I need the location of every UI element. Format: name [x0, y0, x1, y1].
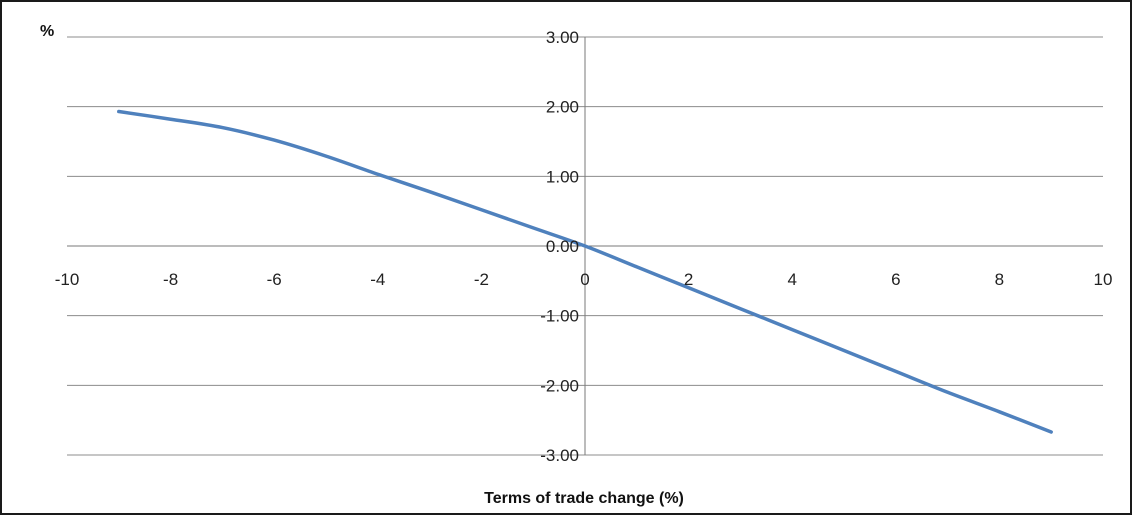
- y-tick-label: -3.00: [540, 446, 579, 465]
- x-tick-label: -6: [267, 270, 282, 289]
- x-axis-title: Terms of trade change (%): [484, 490, 684, 507]
- x-tick-label: 8: [995, 270, 1004, 289]
- y-tick-label: 2.00: [546, 98, 579, 117]
- x-tick-label: 2: [684, 270, 693, 289]
- x-tick-label: 0: [580, 270, 589, 289]
- y-tick-label: 3.00: [546, 28, 579, 47]
- y-tick-label: 1.00: [546, 167, 579, 186]
- x-tick-label: 6: [891, 270, 900, 289]
- x-tick-label: -4: [370, 270, 385, 289]
- y-tick-label: -2.00: [540, 376, 579, 395]
- y-tick-label: -1.00: [540, 307, 579, 326]
- y-axis-title: %: [40, 23, 54, 40]
- x-tick-label: -2: [474, 270, 489, 289]
- x-tick-label: 10: [1094, 270, 1113, 289]
- x-tick-label: -8: [163, 270, 178, 289]
- x-tick-label: 4: [787, 270, 796, 289]
- x-tick-label: -10: [55, 270, 80, 289]
- y-tick-label: 0.00: [546, 237, 579, 256]
